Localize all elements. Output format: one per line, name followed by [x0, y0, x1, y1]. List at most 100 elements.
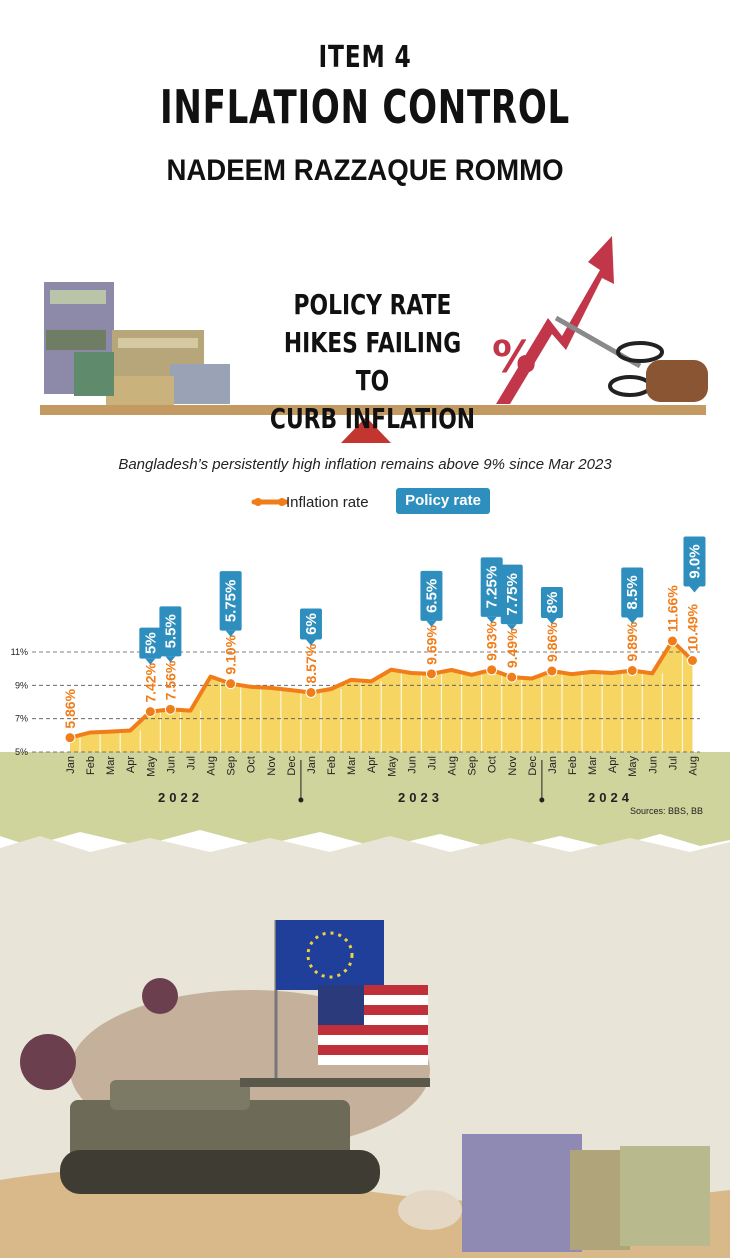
ground-band [0, 752, 730, 850]
month-tick-label: Aug [687, 756, 699, 776]
policy-rate-pointer [426, 620, 437, 627]
policy-rate-label: 6.5% [423, 579, 440, 613]
author-name: NADEEM RAZZAQUE ROMMO [166, 154, 564, 187]
virus-icon [20, 978, 178, 1090]
inflation-data-label: 8.57% [303, 643, 319, 683]
policy-rate-pointer [486, 616, 497, 623]
data-point [164, 703, 176, 715]
data-point [546, 665, 558, 677]
month-tick-label: Mar [346, 756, 358, 775]
legend-inflation: Inflation rate [286, 494, 369, 511]
scissors-icon [554, 315, 708, 402]
scale-pivot [341, 417, 391, 443]
policy-rate-pointer [506, 624, 517, 631]
month-tick-label: Dec [527, 756, 539, 776]
year-label-2022: 2022 [158, 790, 203, 805]
legend-policy: Policy rate [396, 488, 490, 514]
policy-rate-callout [480, 557, 503, 617]
inflation-data-label: 9.49% [504, 628, 520, 668]
legend-line-icon [251, 498, 289, 506]
inflation-data-label: 9.93% [484, 621, 500, 661]
y-tick-label: 7% [15, 714, 28, 724]
month-tick-label: Mar [587, 756, 599, 775]
us-flag-icon [318, 985, 428, 1065]
policy-rate-pointer [305, 639, 316, 646]
month-tick-label: Nov [266, 756, 278, 776]
month-tick-label: Nov [507, 756, 519, 776]
year-label-2024: 2024 [588, 790, 633, 805]
policy-rate-callout [500, 564, 523, 625]
month-tick-label: Jan [65, 756, 77, 774]
policy-rate-pointer [225, 630, 236, 637]
policy-rate-callout [540, 587, 563, 618]
month-tick-label: Jun [647, 756, 659, 774]
sources-note: Sources: BBS, BB [630, 806, 704, 816]
year-divider-dot [298, 797, 304, 803]
headline-line: HIKES FAILING TO [283, 326, 462, 397]
inflation-chart: 5% 7% 9% 11% 5.86% 7.42% 7.56% 9.10% 8.57% 9.69% 9… [11, 536, 706, 803]
inflation-data-label: 9.69% [423, 625, 439, 665]
item-number: ITEM 4 [318, 40, 412, 75]
policy-rate-label: 7.75% [504, 573, 521, 616]
policy-rate-callout [139, 627, 162, 659]
svg-text:%: % [492, 332, 536, 383]
month-tick-label: Dec [286, 756, 298, 776]
headline-line: POLICY RATE [293, 288, 452, 321]
policy-rate-callout [219, 571, 242, 631]
inflation-data-label: 9.89% [624, 621, 640, 661]
banknotes-icon [398, 1134, 710, 1252]
data-point [425, 668, 437, 680]
month-tick-label: Apr [366, 756, 378, 773]
month-tick-label: Oct [487, 756, 499, 773]
y-tick-label: 5% [15, 747, 28, 757]
month-tick-label: Apr [125, 756, 137, 773]
policy-rate-pointer [165, 656, 176, 663]
year-label-2023: 2023 [398, 790, 443, 805]
year-divider-dot [539, 797, 545, 803]
month-tick-label: Aug [447, 756, 459, 776]
page-title: INFLATION CONTROL [159, 80, 571, 134]
policy-rate-callout [683, 536, 706, 587]
month-tick-label: Aug [206, 756, 218, 776]
inflation-data-label: 11.66% [664, 585, 680, 632]
policy-rate-label: 5.75% [223, 580, 240, 623]
policy-rate-label: 5% [142, 632, 159, 654]
month-tick-label: Sep [226, 756, 238, 776]
data-point [225, 678, 237, 690]
y-tick-label: 11% [11, 647, 28, 657]
month-tick-label: Jul [667, 756, 679, 770]
headline-line: CURB INFLATION [269, 402, 476, 435]
headline: POLICY RATE HIKES FAILING TO CURB INFLAT… [269, 286, 476, 438]
month-tick-label: Jun [165, 756, 177, 774]
policy-rate-label: 7.25% [484, 566, 501, 609]
inflation-data-label: 9.86% [544, 622, 560, 662]
data-point [64, 732, 76, 744]
month-tick-label: Mar [105, 756, 117, 775]
policy-rate-label: 6% [303, 613, 320, 635]
data-point [626, 665, 638, 676]
policy-rate-pointer [546, 618, 557, 624]
policy-rate-callout [420, 570, 443, 621]
data-point [305, 687, 317, 698]
month-tick-label: Jul [426, 756, 438, 770]
month-tick-label: Feb [85, 756, 97, 775]
month-tick-label: Feb [567, 756, 579, 775]
policy-rate-label: 9.0% [686, 544, 703, 578]
data-point [506, 671, 518, 683]
policy-rate-callout [159, 606, 182, 657]
month-tick-label: Feb [326, 756, 338, 775]
y-tick-label: 9% [15, 680, 28, 690]
inflation-data-label: 9.10% [223, 634, 239, 674]
policy-rate-pointer [627, 617, 638, 624]
month-tick-label: Jun [406, 756, 418, 774]
data-point [486, 664, 498, 676]
policy-rate-pointer [689, 586, 700, 593]
eu-flag-icon [274, 920, 384, 1080]
month-tick-label: May [145, 756, 157, 777]
month-tick-label: Apr [607, 756, 619, 773]
scale-plank [40, 405, 706, 415]
month-tick-label: May [627, 756, 639, 777]
tank-icon [60, 1078, 430, 1194]
policy-rate-label: 8.5% [624, 575, 641, 609]
inflation-data-label: 7.42% [142, 662, 158, 702]
